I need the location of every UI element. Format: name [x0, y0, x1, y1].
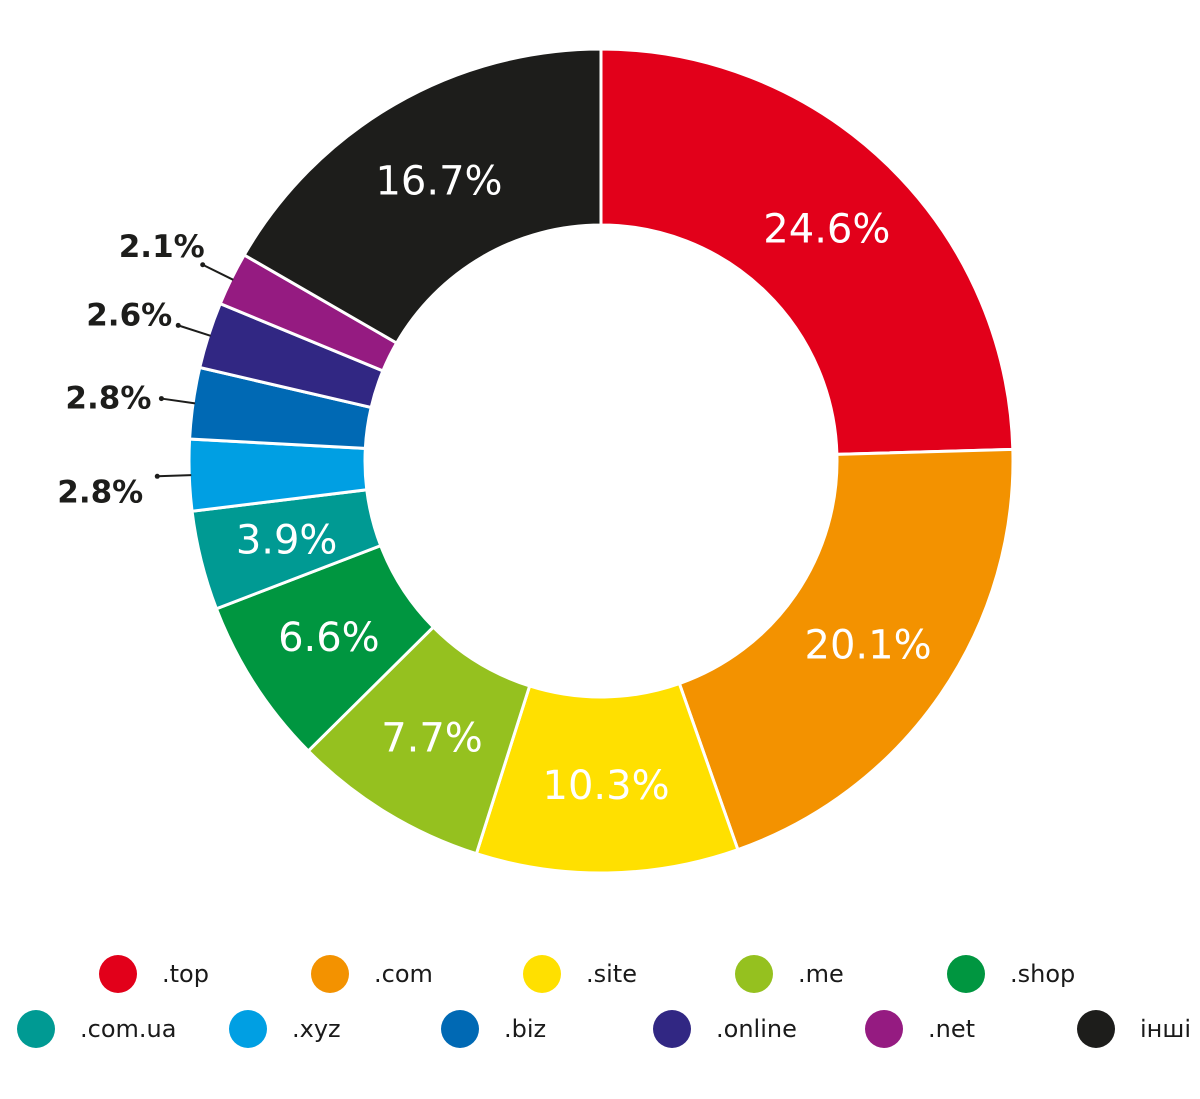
legend-swatch-com-ua [17, 1010, 55, 1048]
leader-line-xyz [157, 474, 192, 478]
leader-dot-xyz [154, 473, 160, 479]
legend-item-інші: інші [1077, 1009, 1191, 1049]
legend-item-com-ua: .com.ua [17, 1009, 176, 1049]
legend-label-top: .top [162, 960, 209, 988]
slice-label-site: 10.3% [543, 763, 670, 809]
leader-line-biz [161, 397, 196, 405]
legend-label-інші: інші [1140, 1015, 1191, 1043]
slice-label-інші: 16.7% [375, 158, 502, 204]
leader-dot-biz [158, 396, 164, 402]
legend-swatch-shop [947, 955, 985, 993]
slice-label-net: 2.1% [119, 229, 205, 265]
legend-swatch-com [311, 955, 349, 993]
legend-swatch-top [99, 955, 137, 993]
legend-item-online: .online [653, 1009, 797, 1049]
legend-item-com: .com [311, 954, 433, 994]
legend-item-top: .top [99, 954, 209, 994]
leader-dot-online [175, 322, 181, 328]
leader-line-net [202, 263, 234, 281]
slice-label-shop: 6.6% [278, 615, 380, 661]
slice-label-xyz: 2.8% [57, 474, 143, 510]
legend-swatch-online [653, 1010, 691, 1048]
legend-swatch-xyz [229, 1010, 267, 1048]
legend-swatch-net [865, 1010, 903, 1048]
leader-line-online [177, 324, 211, 337]
slice-top [599, 47, 1015, 456]
legend-label-com: .com [374, 960, 433, 988]
legend-label-online: .online [716, 1015, 797, 1043]
legend-label-biz: .biz [504, 1015, 547, 1043]
slice-label-me: 7.7% [381, 715, 483, 761]
legend-item-shop: .shop [947, 954, 1075, 994]
slice-com [677, 447, 1015, 852]
legend-label-net: .net [928, 1015, 976, 1043]
legend-item-biz: .biz [441, 1009, 546, 1049]
legend-item-net: .net [865, 1009, 975, 1049]
legend-label-me: .me [798, 960, 844, 988]
slice-label-com: 20.1% [805, 622, 932, 668]
legend-swatch-biz [441, 1010, 479, 1048]
leader-dot-net [200, 262, 206, 268]
legend-swatch-інші [1077, 1010, 1115, 1048]
legend-swatch-me [735, 955, 773, 993]
legend-item-xyz: .xyz [229, 1009, 341, 1049]
legend-item-site: .site [523, 954, 637, 994]
legend-label-site: .site [586, 960, 637, 988]
slice-label-biz: 2.8% [65, 381, 151, 417]
slice-label-online: 2.6% [86, 297, 172, 333]
legend-item-me: .me [735, 954, 844, 994]
legend-label-com-ua: .com.ua [80, 1015, 177, 1043]
slice-label-com-ua: 3.9% [236, 517, 338, 563]
legend-swatch-site [523, 955, 561, 993]
donut-chart: 24.6% 20.1% 10.3% 7.7% 6.6% 3.9% 2.8% 2.8% 2.6% 2… [57, 47, 1015, 875]
slice-інші [242, 47, 603, 346]
legend-label-shop: .shop [1010, 960, 1076, 988]
slice-label-top: 24.6% [763, 207, 890, 253]
legend-label-xyz: .xyz [292, 1015, 341, 1043]
